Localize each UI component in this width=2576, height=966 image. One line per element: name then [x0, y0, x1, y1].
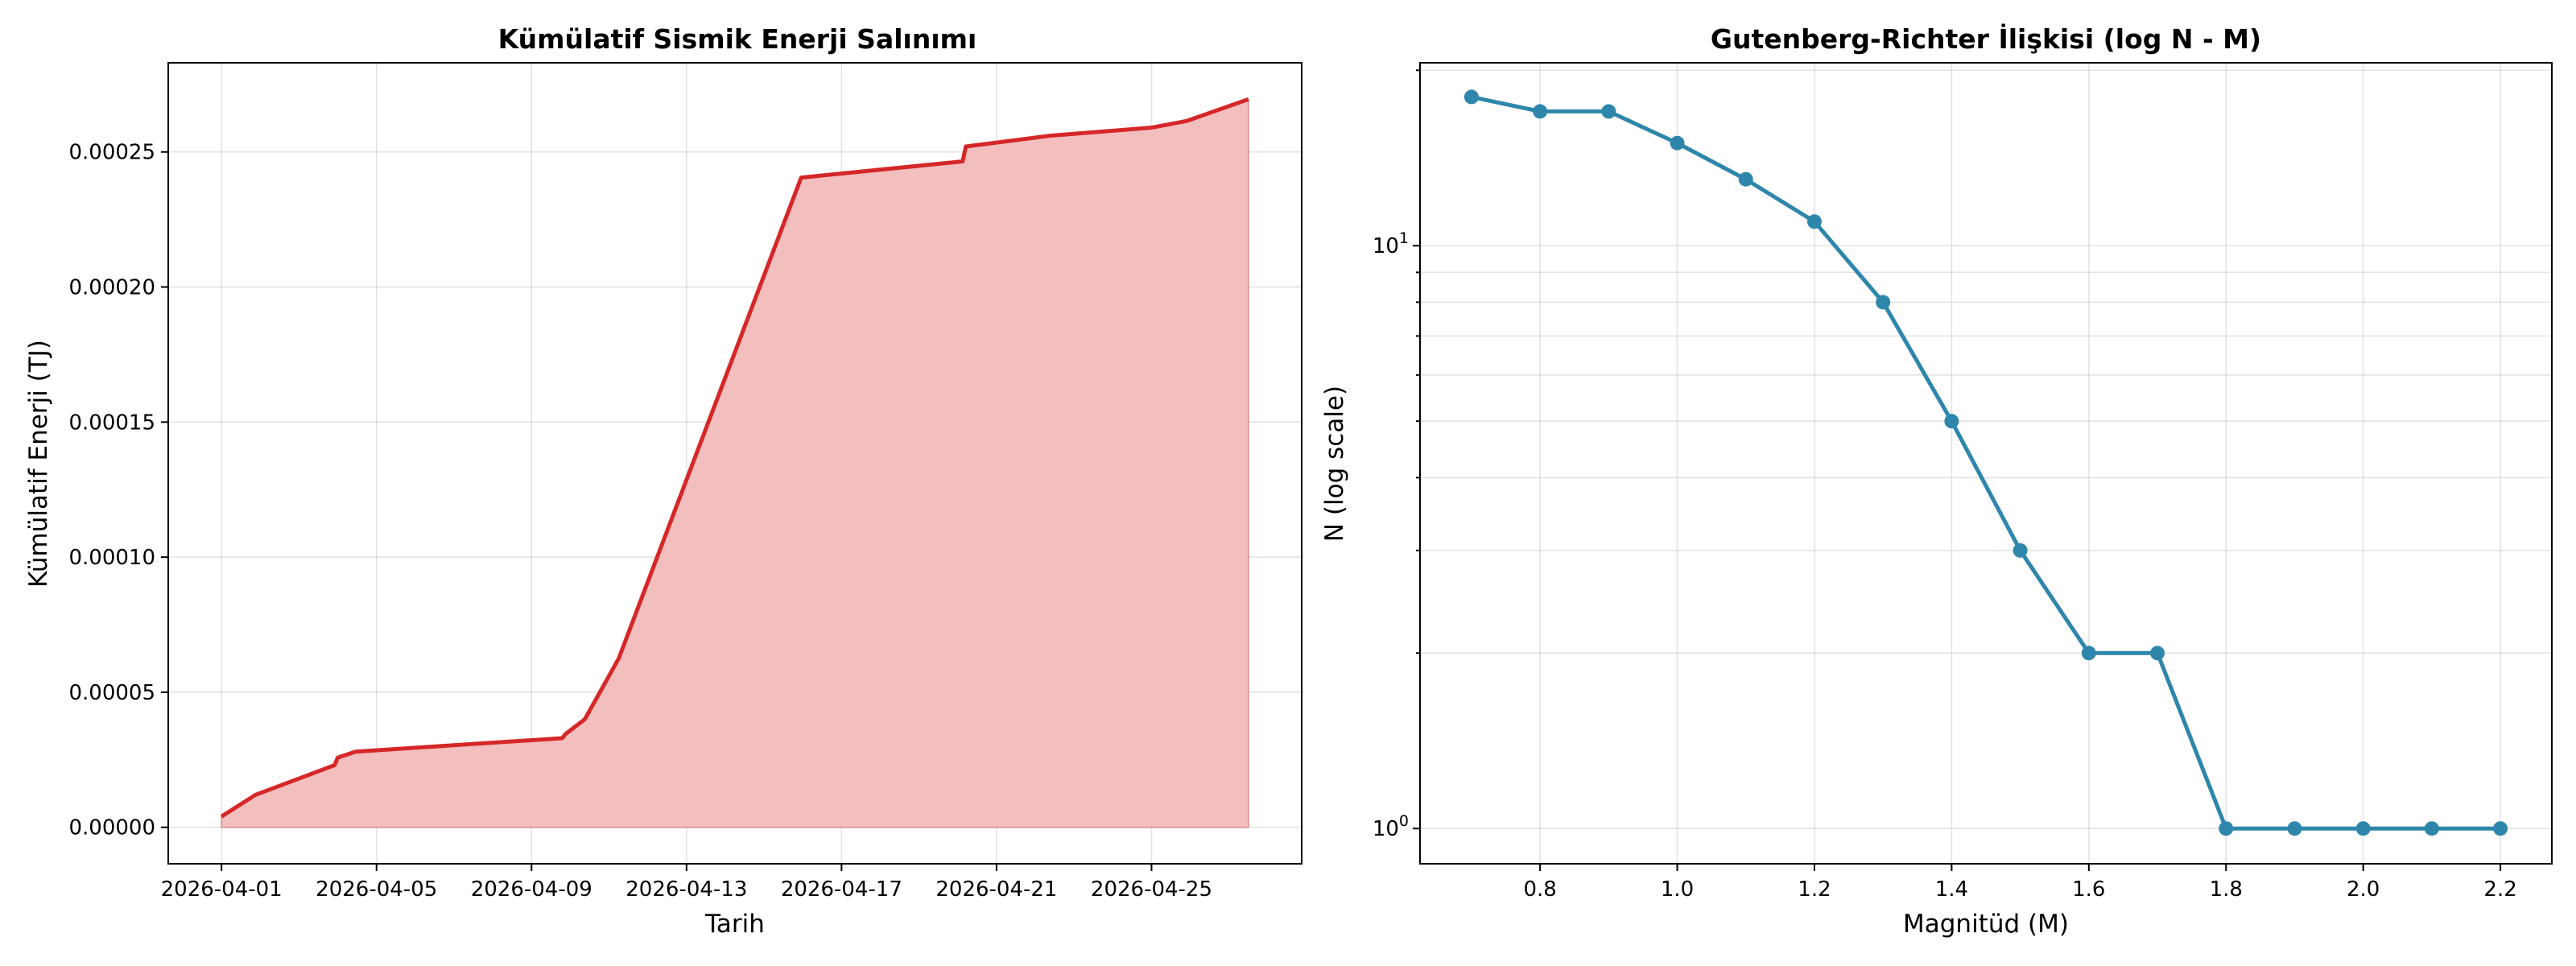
gr-y-tick-base: 10 [1373, 817, 1399, 841]
gr-x-axis-label: Magnitüd (M) [1903, 910, 2069, 939]
gr-data-point [1670, 135, 1685, 151]
gr-y-tick-label: 100 [1373, 812, 1409, 841]
energy-y-tick-label: 0.00010 [68, 546, 155, 570]
energy-y-tick-label: 0.00015 [68, 411, 155, 435]
gr-y-tick-base: 10 [1373, 234, 1399, 258]
energy-x-axis-label: Tarih [704, 910, 765, 939]
energy-axes-frame [167, 62, 1302, 865]
energy-x-axis: 2026-04-01 2026-04-05 2026-04-09 2026-04-13… [161, 864, 1212, 902]
energy-x-tick-label: 2026-04-01 [161, 877, 283, 902]
gr-data-point [2493, 821, 2508, 836]
gr-data-point [2081, 646, 2096, 661]
energy-y-tick-label: 0.00005 [68, 681, 155, 705]
gr-chart-title: Gutenberg-Richter İlişkisi (log N - M) [1711, 23, 2261, 55]
gr-chart: Gutenberg-Richter İlişkisi (log N - M) 0… [1320, 23, 2553, 939]
gr-data-point [2013, 543, 2028, 558]
energy-y-tick-label: 0.00000 [68, 816, 155, 840]
gr-x-tick-label: 0.8 [1523, 877, 1556, 902]
gr-data-point [1806, 214, 1822, 229]
gr-axes-frame [1419, 62, 2553, 865]
gr-gridlines [1420, 63, 2552, 864]
energy-y-axis-label: Kümülatif Enerji (TJ) [24, 340, 53, 588]
gr-data-point [1738, 171, 1753, 187]
gr-y-tick-exponent: 0 [1399, 812, 1409, 830]
gr-x-tick-label: 1.0 [1661, 877, 1694, 902]
gr-data-point [1601, 104, 1616, 119]
gr-x-tick-label: 1.6 [2072, 877, 2105, 902]
energy-x-tick-label: 2026-04-13 [625, 877, 747, 902]
gr-data-point [2424, 821, 2439, 836]
gr-y-tick-exponent: 1 [1399, 229, 1409, 247]
gr-data-point [2219, 821, 2234, 836]
gr-y-axis-label: N (log scale) [1320, 386, 1349, 542]
gr-x-tick-label: 2.2 [2483, 877, 2516, 902]
energy-x-tick-label: 2026-04-17 [781, 877, 902, 902]
gr-y-tick-label: 101 [1373, 229, 1409, 258]
energy-y-tick-label: 0.00025 [68, 141, 155, 165]
gr-data-point [1463, 89, 1479, 105]
energy-plot-area [220, 97, 1249, 828]
gr-data-point [2355, 821, 2371, 836]
gr-data-point [2150, 646, 2165, 661]
gr-data-point [2287, 821, 2302, 836]
energy-x-tick-label: 2026-04-21 [935, 877, 1057, 902]
gr-data-point [1944, 414, 1959, 429]
energy-series-line [220, 97, 1249, 819]
gr-x-tick-label: 1.4 [1935, 877, 1968, 902]
energy-chart: Kümülatif Sismik Enerji Salınımı 2026-04… [24, 23, 1302, 939]
gr-x-axis: 0.8 1.0 1.2 1.4 1.6 1.8 2.0 2.2 [1523, 864, 2517, 902]
energy-x-tick-label: 2026-04-09 [471, 877, 592, 902]
energy-x-tick-label: 2026-04-05 [316, 877, 437, 902]
gr-plot-area [1463, 89, 2508, 836]
energy-x-tick-label: 2026-04-25 [1091, 877, 1212, 902]
gr-series-line [1471, 94, 2501, 831]
energy-y-tick-label: 0.00020 [68, 276, 155, 300]
gr-data-point [1533, 104, 1548, 119]
energy-chart-title: Kümülatif Sismik Enerji Salınımı [498, 23, 977, 55]
gr-data-point [1876, 295, 1891, 310]
gr-x-tick-label: 1.8 [2210, 877, 2243, 902]
gr-x-tick-label: 2.0 [2347, 877, 2380, 902]
gr-x-tick-label: 1.2 [1798, 877, 1831, 902]
energy-y-axis: 0.00000 0.00005 0.00010 0.00015 0.00020 0.000… [68, 141, 168, 840]
